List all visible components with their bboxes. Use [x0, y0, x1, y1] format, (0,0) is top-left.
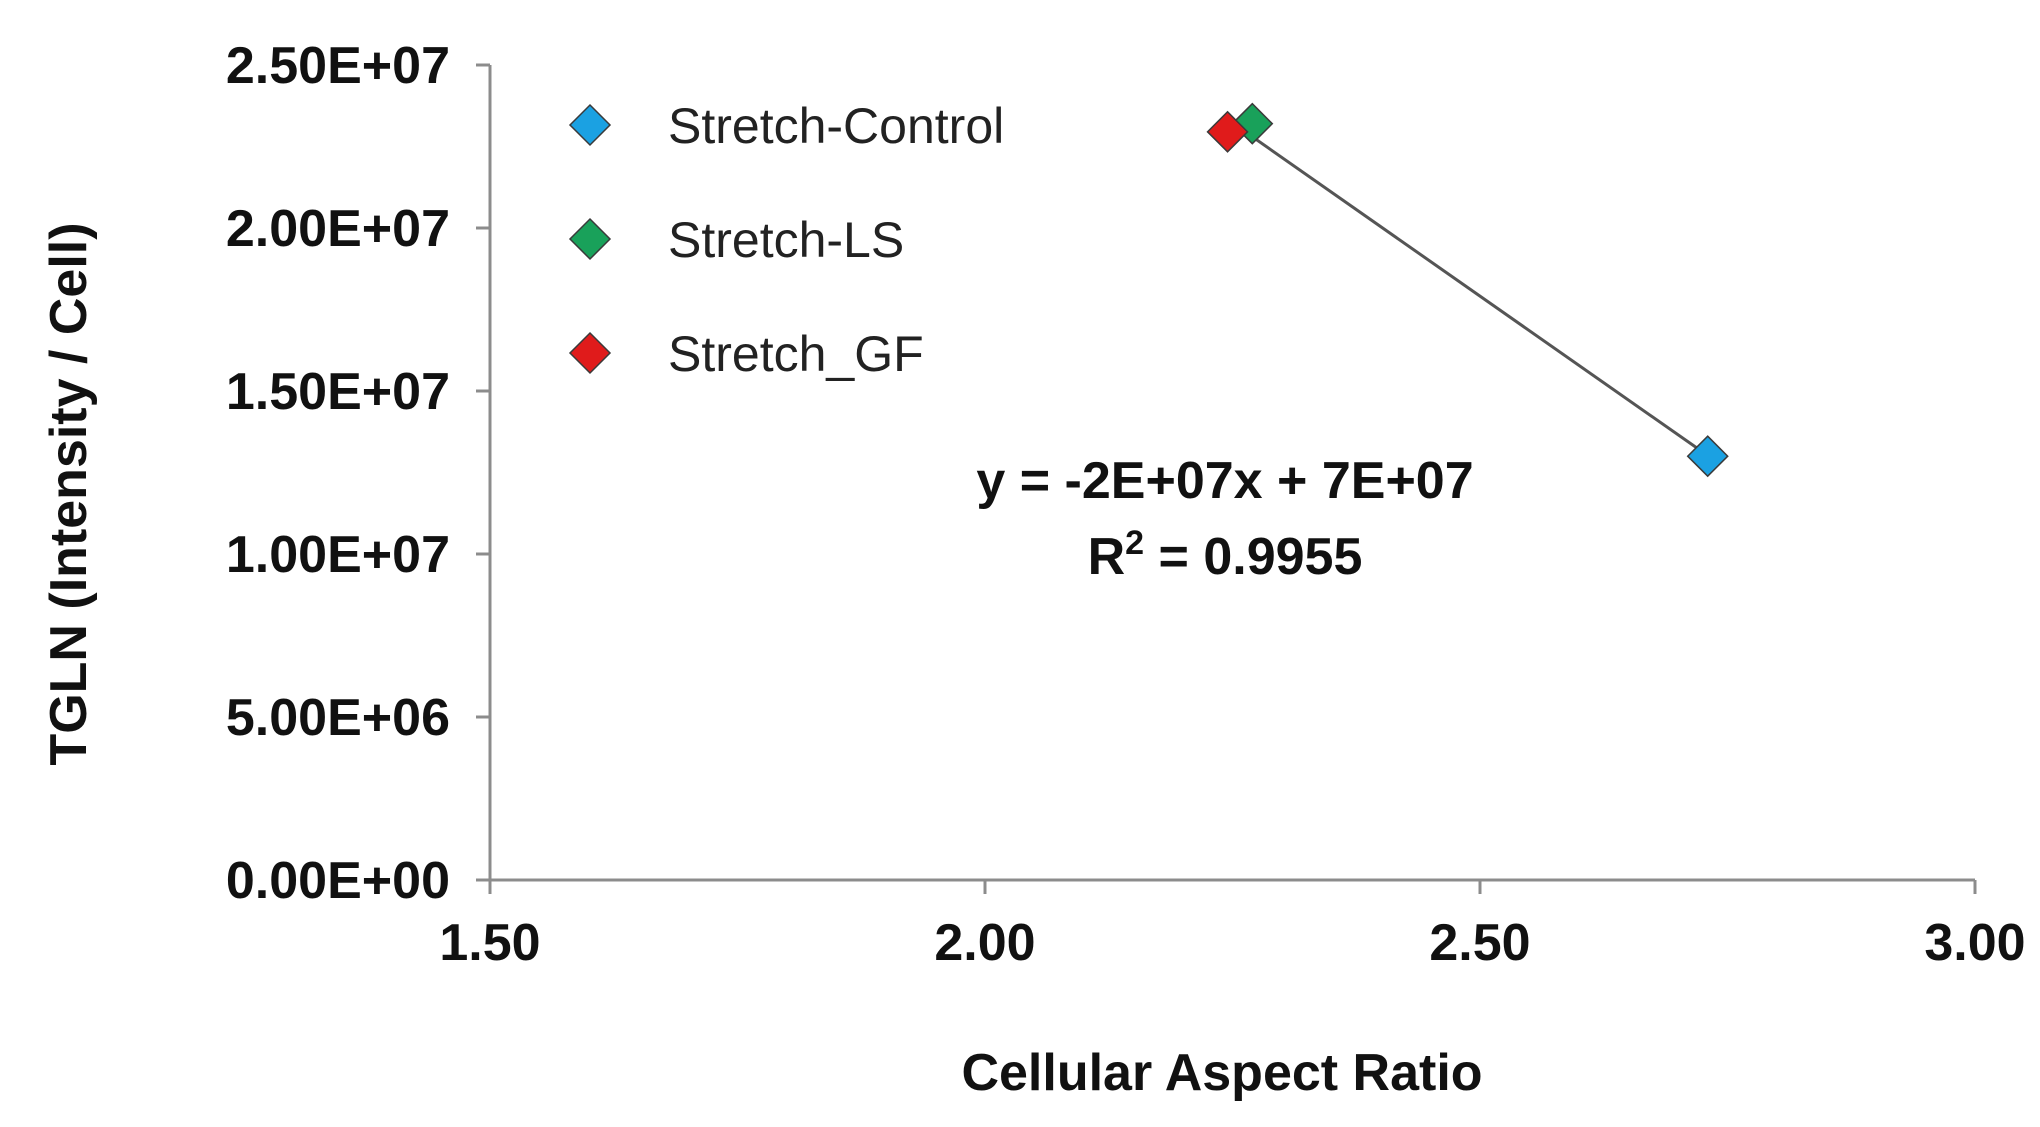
trendline-group — [1226, 118, 1709, 457]
trendline — [1226, 118, 1709, 457]
data-point-stretch-gf — [1206, 110, 1249, 153]
legend-label: Stretch-Control — [668, 98, 1004, 154]
legend-label: Stretch_GF — [668, 326, 924, 382]
x-axis-title: Cellular Aspect Ratio — [961, 1044, 1482, 1102]
y-axis-title: TGLN (Intensity / Cell) — [40, 222, 98, 765]
axes — [488, 65, 1975, 882]
x-tick-label: 3.00 — [1924, 914, 2025, 972]
r-squared-exponent: 2 — [1125, 524, 1144, 562]
data-points — [1206, 102, 1729, 478]
legend: Stretch-Control Stretch-LS Stretch_GF — [568, 98, 1004, 382]
y-tick-label: 5.00E+06 — [226, 689, 450, 747]
y-axis-ticks: 0.00E+00 5.00E+06 1.00E+07 1.50E+07 2.00E+07… — [226, 37, 490, 910]
x-tick-label: 1.50 — [439, 914, 540, 972]
data-point-stretch-control — [1686, 435, 1729, 478]
x-tick-label: 2.50 — [1429, 914, 1530, 972]
y-tick-label: 0.00E+00 — [226, 852, 450, 910]
r-squared-prefix: R — [1088, 528, 1126, 586]
trendline-equation-text: y = -2E+07x + 7E+07 — [976, 452, 1473, 510]
y-tick-label: 1.00E+07 — [226, 526, 450, 584]
y-tick-label: 2.50E+07 — [226, 37, 450, 95]
trendline-equation: y = -2E+07x + 7E+07 R2 = 0.9955 — [976, 452, 1473, 586]
legend-marker — [568, 103, 612, 147]
x-tick-label: 2.00 — [934, 914, 1035, 972]
legend-label: Stretch-LS — [668, 212, 904, 268]
r-squared-value: = 0.9955 — [1144, 528, 1362, 586]
legend-marker — [568, 217, 612, 261]
x-axis-ticks: 1.50 2.00 2.50 3.00 — [439, 880, 2026, 972]
y-tick-label: 1.50E+07 — [226, 363, 450, 421]
y-tick-label: 2.00E+07 — [226, 200, 450, 258]
r-squared-text: R2 = 0.9955 — [1088, 524, 1363, 586]
legend-marker — [568, 331, 612, 375]
